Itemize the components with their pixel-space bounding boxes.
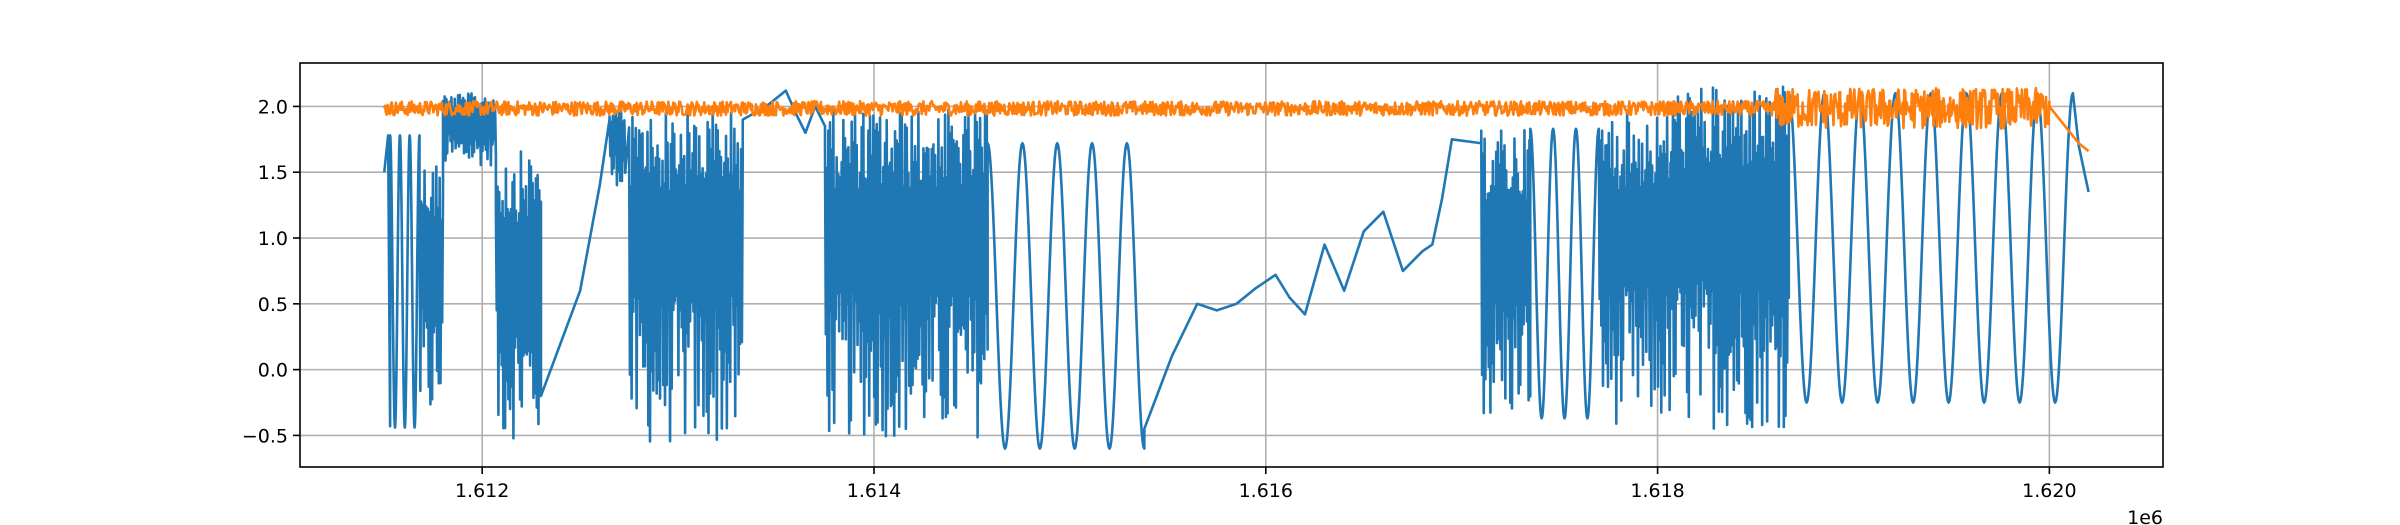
y-tick-label: −0.5 [242,425,288,447]
y-tick-label: 1.5 [258,162,288,184]
series-1-line [382,85,2090,450]
y-tick-label: 0.0 [258,360,288,382]
x-tick-label: 1.614 [847,480,901,502]
plot-frame [299,62,2164,468]
y-tick-label: 2.0 [258,96,288,118]
x-axis-offset-label: 1e6 [2127,507,2163,525]
x-tick-label: 1.616 [1239,480,1293,502]
series-2-line [382,86,2090,153]
plot-series [382,85,2090,450]
y-tick-label: 0.5 [258,294,288,316]
y-tick-label: 1.0 [258,228,288,250]
x-tick-label: 1.618 [1630,480,1684,502]
axis-ticks: 1.612 1.614 1.616 1.618 1.620 −0.5 0.0 0.5 1.0 1.… [242,96,2077,502]
x-tick-label: 1.620 [2022,480,2076,502]
x-tick-label: 1.612 [455,480,509,502]
